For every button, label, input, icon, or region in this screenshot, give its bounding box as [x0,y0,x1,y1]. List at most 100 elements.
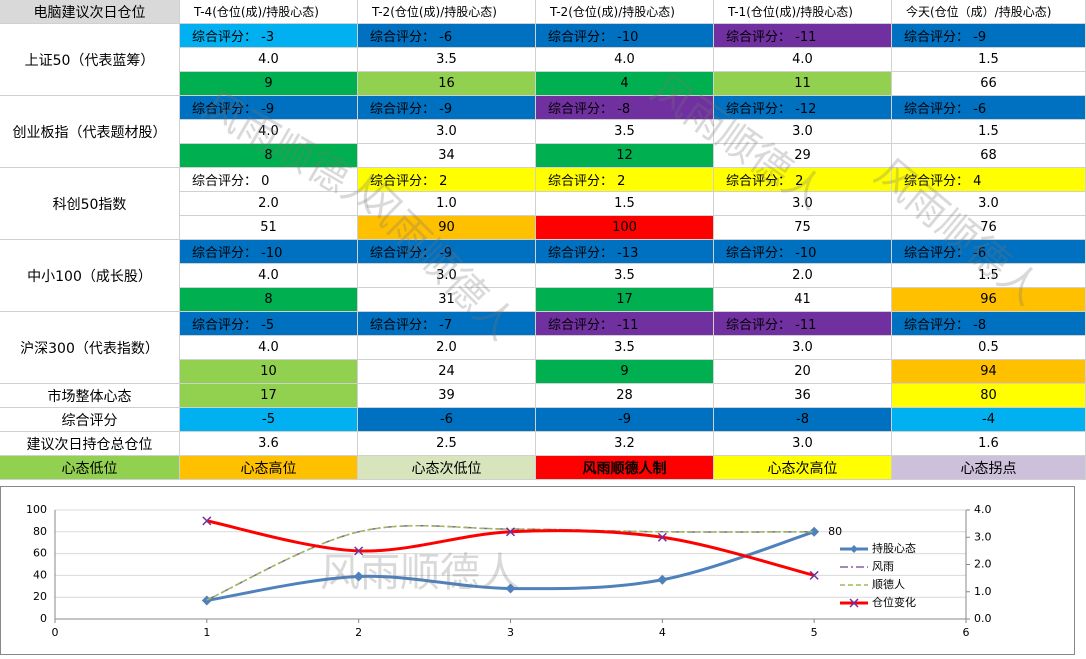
cell: 4.0 [180,264,358,288]
cell: 综合评分： 2 [358,168,536,192]
x-tick-label: 2 [355,626,362,639]
y-tick-label: 40 [33,568,47,581]
cell: 综合评分： -10 [714,240,892,264]
legend-label: 风雨 [872,560,894,573]
row-label: 科创50指数 [0,168,180,240]
cell: 2.0 [358,336,536,360]
legend-label: 仓位变化 [872,595,916,609]
cell: 4.0 [714,48,892,72]
cell: 综合评分： 4 [892,168,1086,192]
y-tick-label: 20 [33,590,47,603]
header-cell: T-1(仓位(成)/持股心态) [714,0,892,24]
point [505,527,516,537]
cell: 综合评分： -13 [536,240,714,264]
header-cell: T-2(仓位(成)/持股心态) [536,0,714,24]
cell: 4.0 [180,48,358,72]
cell: 1.5 [892,48,1086,72]
row-label: 上证50（代表蓝筹） [0,24,180,96]
cell: 4.0 [180,120,358,144]
point [657,532,667,542]
cell: 2.5 [358,432,536,456]
data-label: 80 [828,525,842,538]
cell: 1.5 [892,120,1086,144]
header-cell: T-2(仓位(成)/持股心态) [358,0,536,24]
x-tick-label: 3 [507,626,514,639]
x-tick-label: 6 [963,626,970,639]
cell: 综合评分： -9 [180,96,358,120]
cell: 94 [892,360,1086,384]
cell: 96 [892,288,1086,312]
cell: 综合评分： -11 [536,312,714,336]
cell: 10 [180,360,358,384]
cell: 综合评分： 2 [714,168,892,192]
cell: 17 [180,384,358,408]
cell: 36 [714,384,892,408]
cell: 综合评分： -11 [714,24,892,48]
row-label: 创业板指（代表题材股） [0,96,180,168]
cell: 3.5 [358,48,536,72]
cell: 8 [180,288,358,312]
point [202,516,212,526]
y2-tick-label: 1.0 [974,585,992,598]
y2-tick-label: 2.0 [974,558,992,571]
cell: 综合评分： -8 [536,96,714,120]
cell: 68 [892,144,1086,168]
cell: 1.5 [536,192,714,216]
cell: 1.5 [892,264,1086,288]
legend-label: 顺德人 [872,577,905,591]
header-cell: 今天(仓位（成）/持股心态) [892,0,1086,24]
x-tick-label: 0 [52,626,59,639]
cell: 76 [892,216,1086,240]
point [353,571,364,582]
legend-cell: 心态次低位 [358,456,536,480]
cell: 综合评分： -6 [892,240,1086,264]
cell: 90 [358,216,536,240]
cell: 3.0 [358,120,536,144]
x-tick-label: 4 [659,626,666,639]
point [354,546,364,556]
cell: 3.2 [536,432,714,456]
cell: 0.5 [892,336,1086,360]
cell: 20 [714,360,892,384]
cell: 9 [180,72,358,96]
y-tick-label: 80 [33,525,47,538]
chart: 0 20 40 60 80 100 0.0 1.0 2.0 3.0 4.0 0 1 2 3 4 5 6 80 持股心态… [0,486,1075,655]
cell: 综合评分： -6 [892,96,1086,120]
legend-cell: 风雨顺德人制 [536,456,714,480]
cell: -4 [892,408,1086,432]
legend-cell: 心态高位 [180,456,358,480]
cell: 16 [358,72,536,96]
row-label: 沪深300（代表指数） [0,312,180,384]
cell: 4 [536,72,714,96]
cell: 3.0 [714,192,892,216]
cell: 17 [536,288,714,312]
point [657,574,668,585]
cell: 12 [536,144,714,168]
cell: 综合评分： -3 [180,24,358,48]
row-label: 中小100（成长股） [0,240,180,312]
cell: 75 [714,216,892,240]
series-line [206,524,815,601]
cell: 1.0 [358,192,536,216]
cell: 80 [892,384,1086,408]
cell: 3.5 [536,264,714,288]
cell: 4.0 [536,48,714,72]
y-tick-label: 0 [40,612,47,625]
legend-cell: 心态拐点 [892,456,1086,480]
cell: 9 [536,360,714,384]
y-tick-label: 100 [26,503,47,516]
legend-marker [850,545,858,553]
cell: 4.0 [180,336,358,360]
cell: 综合评分： 0 [180,168,358,192]
row-label: 建议次日持仓总仓位 [0,432,180,456]
cell: 39 [358,384,536,408]
point [505,583,516,594]
cell: -8 [714,408,892,432]
y2-tick-label: 0.0 [974,612,992,625]
y2-tick-label: 3.0 [974,530,992,543]
cell: 1.6 [892,432,1086,456]
cell: -5 [180,408,358,432]
cell: 综合评分： -10 [536,24,714,48]
cell: 综合评分： -11 [714,312,892,336]
row-label: 市场整体心态 [0,384,180,408]
